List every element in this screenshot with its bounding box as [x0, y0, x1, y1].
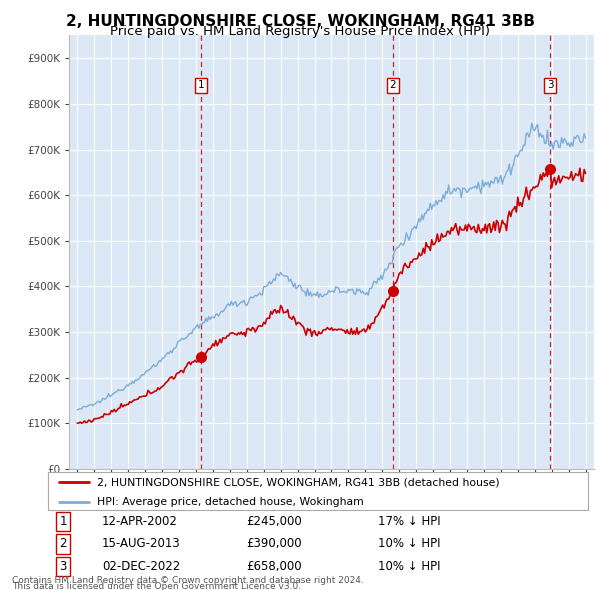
Text: 3: 3	[547, 80, 554, 90]
Text: HPI: Average price, detached house, Wokingham: HPI: Average price, detached house, Woki…	[97, 497, 364, 507]
Text: 17% ↓ HPI: 17% ↓ HPI	[378, 515, 440, 528]
Text: 2: 2	[389, 80, 396, 90]
Text: 15-AUG-2013: 15-AUG-2013	[102, 537, 181, 550]
Text: Contains HM Land Registry data © Crown copyright and database right 2024.: Contains HM Land Registry data © Crown c…	[12, 576, 364, 585]
Text: 02-DEC-2022: 02-DEC-2022	[102, 560, 180, 573]
Text: £245,000: £245,000	[246, 515, 302, 528]
Text: Price paid vs. HM Land Registry's House Price Index (HPI): Price paid vs. HM Land Registry's House …	[110, 25, 490, 38]
Text: 1: 1	[59, 515, 67, 528]
Text: 3: 3	[59, 560, 67, 573]
Text: 10% ↓ HPI: 10% ↓ HPI	[378, 537, 440, 550]
Text: 2, HUNTINGDONSHIRE CLOSE, WOKINGHAM, RG41 3BB (detached house): 2, HUNTINGDONSHIRE CLOSE, WOKINGHAM, RG4…	[97, 477, 499, 487]
Text: 2, HUNTINGDONSHIRE CLOSE, WOKINGHAM, RG41 3BB: 2, HUNTINGDONSHIRE CLOSE, WOKINGHAM, RG4…	[65, 14, 535, 28]
Text: £658,000: £658,000	[246, 560, 302, 573]
Text: 1: 1	[197, 80, 204, 90]
Text: 12-APR-2002: 12-APR-2002	[102, 515, 178, 528]
Text: This data is licensed under the Open Government Licence v3.0.: This data is licensed under the Open Gov…	[12, 582, 301, 590]
Text: 10% ↓ HPI: 10% ↓ HPI	[378, 560, 440, 573]
FancyBboxPatch shape	[48, 472, 588, 510]
Text: £390,000: £390,000	[246, 537, 302, 550]
Text: 2: 2	[59, 537, 67, 550]
